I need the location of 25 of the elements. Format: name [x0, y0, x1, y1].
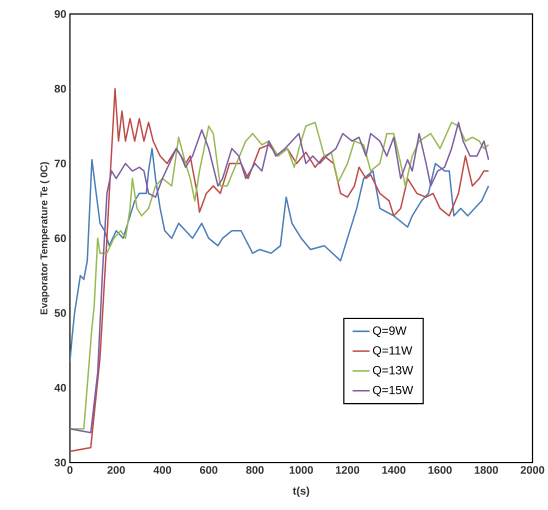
x-tick-label: 1800 [474, 466, 498, 474]
y-tick-label: 90 [54, 10, 66, 18]
line-series [70, 148, 490, 363]
legend-label: Q=13W [372, 366, 414, 377]
x-tick-label: 1200 [336, 466, 360, 474]
x-tick-label: 1600 [428, 466, 452, 474]
x-axis-title: t(s) [292, 486, 310, 498]
y-tick-label: 70 [54, 160, 66, 168]
x-tick-label: 2000 [520, 466, 544, 474]
legend-label: Q=9W [372, 326, 407, 338]
y-axis-title: Evaporator Temperature Te ( 0C) [40, 162, 50, 315]
x-tick-label: 200 [107, 466, 125, 474]
y-tick-label: 30 [54, 458, 66, 467]
x-tick-label: 0 [67, 466, 73, 474]
x-tick-label: 400 [153, 466, 172, 474]
y-tick-label: 50 [54, 309, 66, 318]
y-tick-label: 60 [54, 234, 66, 242]
x-tick-label: 1400 [382, 466, 406, 474]
y-tick-label: 80 [54, 85, 66, 93]
legend-label: Q=11W [372, 346, 412, 358]
x-tick-label: 800 [246, 466, 264, 474]
y-tick-label: 40 [54, 384, 66, 392]
legend-label: Q=15W [372, 386, 414, 397]
x-tick-label: 600 [200, 466, 218, 474]
x-tick-label: 1000 [290, 466, 313, 474]
